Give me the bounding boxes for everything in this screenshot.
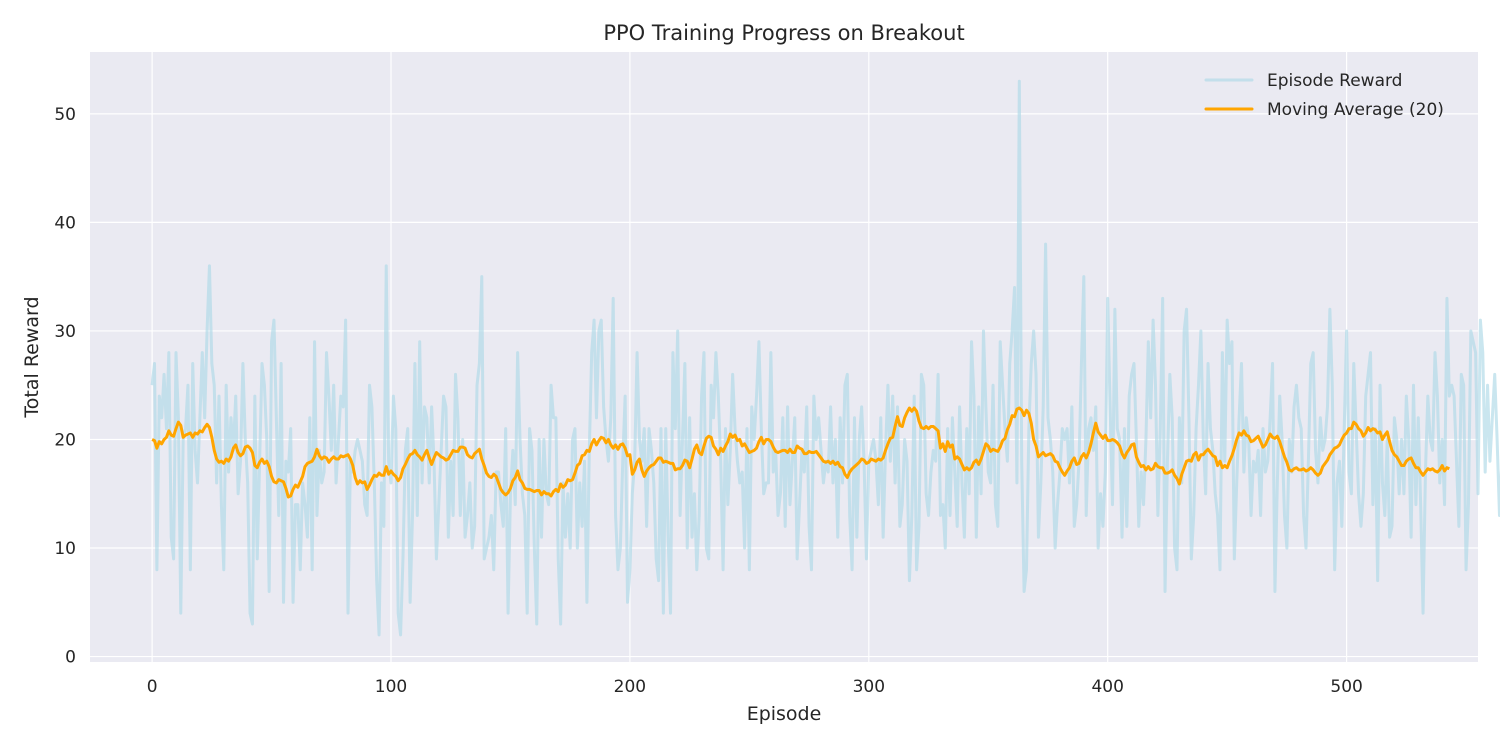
legend: Episode Reward Moving Average (20) — [1204, 71, 1444, 120]
tick-labels: 0 100 200 300 400 500 0 10 20 30 40 50 — [54, 105, 1362, 697]
x-tick-label: 300 — [853, 677, 885, 697]
series-line-moving-average — [151, 406, 1450, 499]
x-tick-label: 400 — [1091, 677, 1123, 697]
chart-title: PPO Training Progress on Breakout — [603, 21, 964, 45]
series-layer — [150, 79, 1500, 637]
y-tick-label: 10 — [54, 539, 76, 559]
series-line-episode-reward — [150, 79, 1500, 637]
y-tick-label: 50 — [54, 105, 76, 125]
x-tick-label: 0 — [147, 677, 158, 697]
x-tick-label: 200 — [614, 677, 646, 697]
legend-label-episode-reward: Episode Reward — [1267, 71, 1402, 91]
x-tick-label: 100 — [375, 677, 407, 697]
x-tick-label: 500 — [1330, 677, 1362, 697]
x-axis-label: Episode — [747, 703, 822, 725]
y-tick-label: 20 — [54, 430, 76, 450]
plot-background — [90, 52, 1478, 662]
y-tick-label: 40 — [54, 213, 76, 233]
y-tick-label: 30 — [54, 322, 76, 342]
y-tick-label: 0 — [65, 648, 76, 668]
y-axis-label: Total Reward — [21, 296, 43, 418]
legend-label-moving-average: Moving Average (20) — [1267, 100, 1444, 120]
